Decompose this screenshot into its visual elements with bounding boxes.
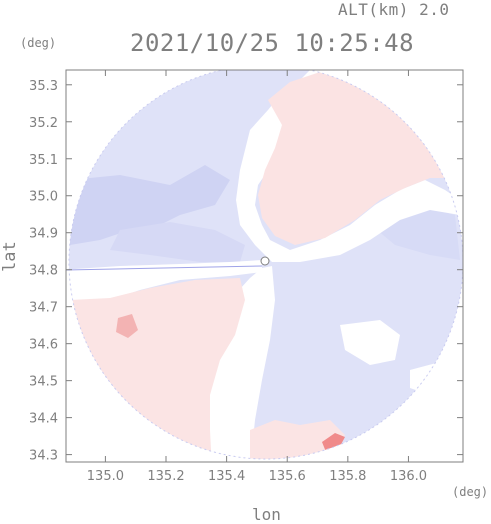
timestamp-title: 2021/10/25 10:25:48 [130,29,415,57]
y-tick-label: 35.3 [29,79,58,94]
zero-velocity-gap-east [340,320,400,365]
y-tick-label: 35.2 [29,116,58,131]
zero-velocity-band-west [69,260,262,300]
x-tick-label: 136.0 [390,469,427,484]
velocity-patch-approaching-mid [110,222,245,262]
y-tick-label: 34.9 [29,227,58,242]
y-tick-label: 35.1 [29,153,58,168]
y-tick-label: 34.7 [29,301,58,316]
axis-ticks: 135.0 135.2 135.4 135.6 135.8 136.0 35.3 35.2 35… [29,70,463,484]
y-unit-label: (deg) [20,36,57,50]
x-tick-label: 135.0 [87,469,124,484]
velocity-patch-approaching-dark [70,165,230,245]
y-tick-label: 34.4 [29,412,58,427]
y-tick-label: 34.5 [29,375,58,390]
y-tick-label: 34.8 [29,264,58,279]
x-tick-label: 135.4 [208,469,245,484]
x-unit-label: (deg) [452,485,489,499]
y-tick-label: 34.3 [29,449,58,464]
coastline-artifact [66,265,263,271]
x-tick-label: 135.8 [329,469,366,484]
plot-frame [65,69,464,463]
zero-velocity-band-south [205,266,275,459]
altitude-label: ALT(km) 2.0 [338,0,450,19]
y-tick-label: 35.0 [29,190,58,205]
x-axis-label: lon [252,505,281,524]
receding-speckle [116,314,138,338]
y-tick-label: 34.6 [29,338,58,353]
radar-site-marker [260,256,270,266]
x-tick-label: 135.6 [269,469,306,484]
x-tick-label: 135.2 [147,469,184,484]
